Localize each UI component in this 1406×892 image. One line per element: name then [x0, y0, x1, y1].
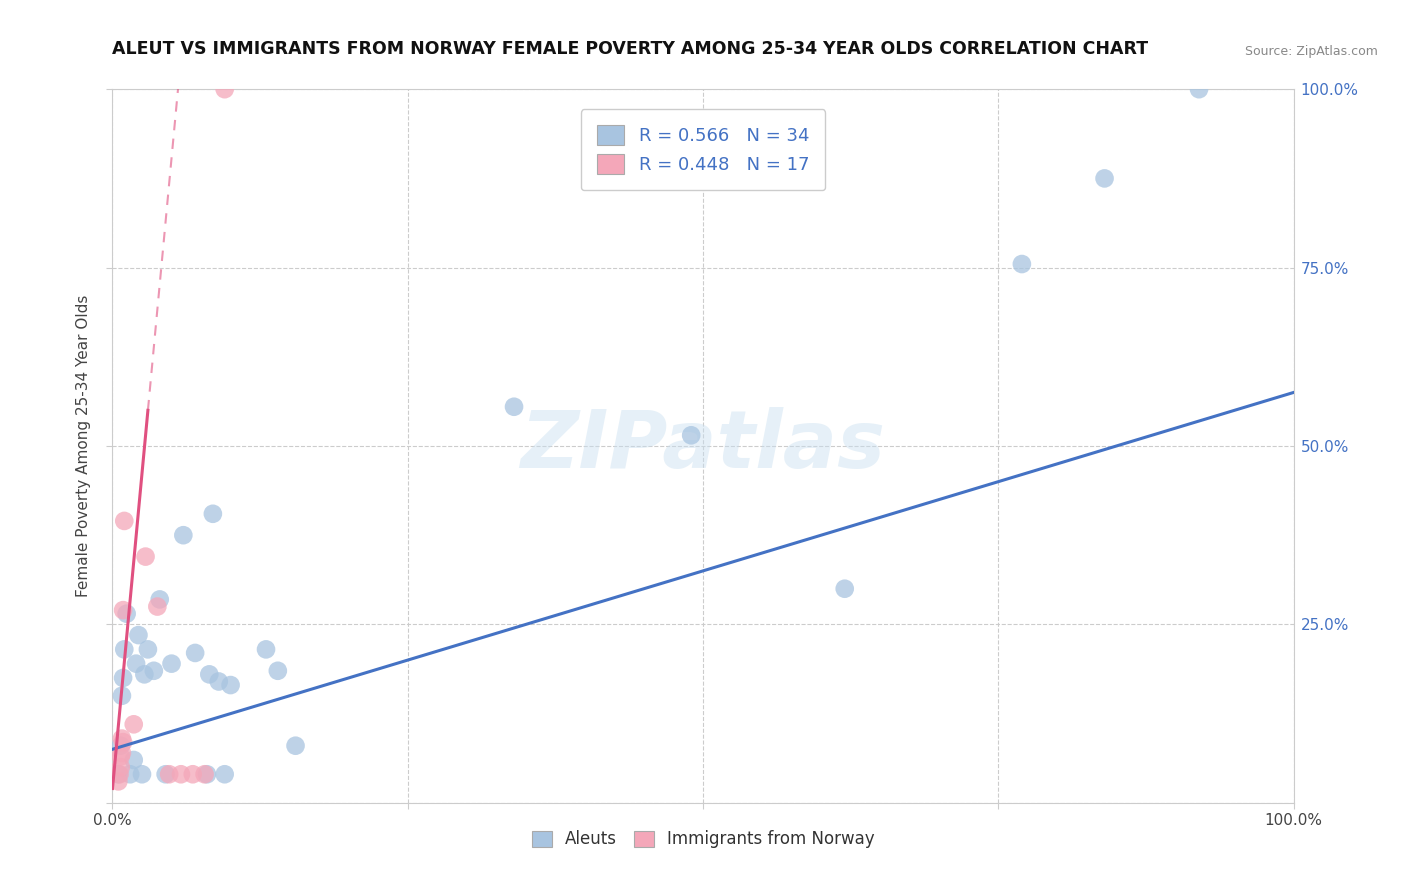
Point	[172, 528, 194, 542]
Point	[112, 514, 135, 528]
Point	[194, 767, 217, 781]
Point	[254, 642, 277, 657]
Point	[110, 760, 132, 774]
Point	[681, 428, 703, 442]
Point	[219, 678, 242, 692]
Point	[157, 767, 180, 781]
Point	[160, 657, 183, 671]
Point	[214, 82, 236, 96]
Point	[1011, 257, 1033, 271]
Point	[112, 603, 135, 617]
Point	[131, 767, 153, 781]
Point	[155, 767, 177, 781]
Point	[267, 664, 290, 678]
Point	[120, 767, 142, 781]
Point	[146, 599, 169, 614]
Point	[115, 607, 138, 621]
Point	[122, 717, 145, 731]
Legend: Aleuts, Immigrants from Norway: Aleuts, Immigrants from Norway	[524, 824, 882, 855]
Point	[112, 671, 135, 685]
Point	[111, 689, 134, 703]
Point	[110, 739, 132, 753]
Point	[181, 767, 204, 781]
Point	[107, 767, 129, 781]
Point	[112, 735, 135, 749]
Point	[142, 664, 165, 678]
Point	[125, 657, 148, 671]
Point	[208, 674, 231, 689]
Point	[149, 592, 172, 607]
Point	[108, 767, 131, 781]
Text: Source: ZipAtlas.com: Source: ZipAtlas.com	[1244, 45, 1378, 58]
Point	[110, 749, 132, 764]
Point	[107, 774, 129, 789]
Point	[136, 642, 159, 657]
Point	[284, 739, 307, 753]
Point	[170, 767, 193, 781]
Point	[184, 646, 207, 660]
Text: ZIPatlas: ZIPatlas	[520, 407, 886, 485]
Text: ALEUT VS IMMIGRANTS FROM NORWAY FEMALE POVERTY AMONG 25-34 YEAR OLDS CORRELATION: ALEUT VS IMMIGRANTS FROM NORWAY FEMALE P…	[112, 40, 1149, 58]
Point	[111, 731, 134, 746]
Point	[1094, 171, 1116, 186]
Point	[503, 400, 526, 414]
Point	[112, 642, 135, 657]
Point	[1188, 82, 1211, 96]
Point	[195, 767, 218, 781]
Point	[122, 753, 145, 767]
Point	[111, 746, 134, 760]
Point	[127, 628, 149, 642]
Point	[201, 507, 224, 521]
Point	[135, 549, 157, 564]
Point	[214, 767, 236, 781]
Point	[198, 667, 221, 681]
Y-axis label: Female Poverty Among 25-34 Year Olds: Female Poverty Among 25-34 Year Olds	[76, 295, 91, 597]
Point	[834, 582, 856, 596]
Point	[134, 667, 156, 681]
